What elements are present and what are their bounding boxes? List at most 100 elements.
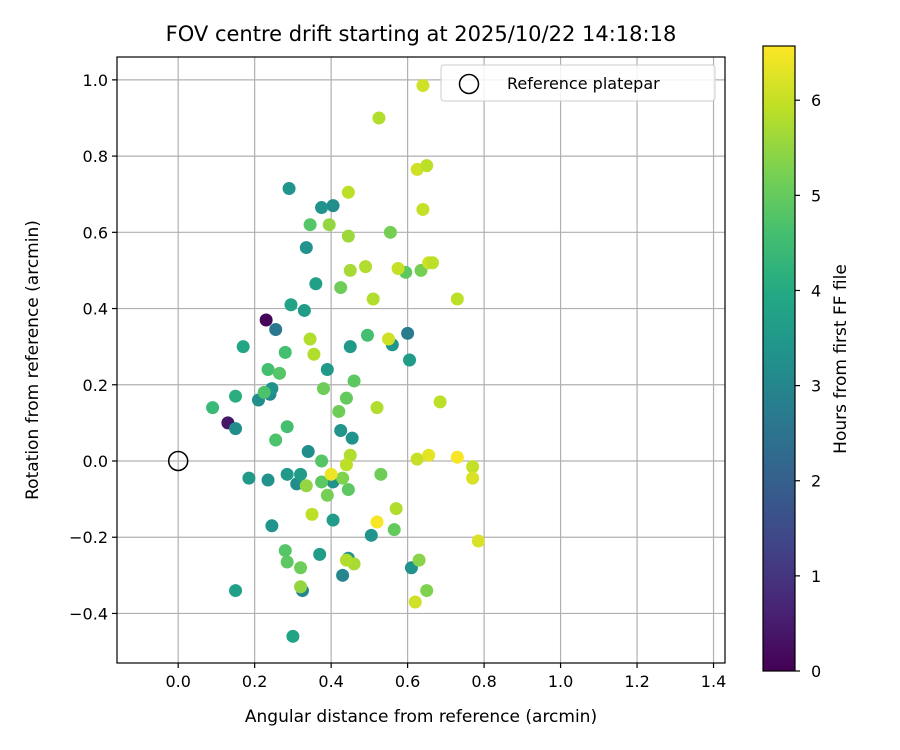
data-point <box>343 340 357 354</box>
colorbar-ticks: 0 1 2 3 4 5 6 <box>795 91 821 681</box>
data-point <box>229 584 243 598</box>
data-point <box>420 159 434 173</box>
y-tick-label: −0.4 <box>69 604 108 623</box>
data-point <box>269 433 283 447</box>
colorbar-tick-label: 2 <box>811 472 821 491</box>
data-point <box>360 328 374 342</box>
data-point <box>334 424 348 438</box>
data-point <box>420 584 434 598</box>
data-point <box>299 241 313 255</box>
x-tick-label: 0.0 <box>165 672 190 691</box>
data-point <box>278 544 292 558</box>
colorbar-tick-label: 3 <box>811 377 821 396</box>
data-point <box>273 366 287 380</box>
data-point <box>366 292 380 306</box>
colorbar-tick-label: 1 <box>811 567 821 586</box>
data-point <box>387 523 401 537</box>
colorbar-tick-label: 6 <box>811 91 821 110</box>
data-point <box>326 513 340 527</box>
legend: Reference platepar <box>440 64 716 102</box>
colorbar-tick-label: 5 <box>811 186 821 205</box>
data-point <box>282 181 296 195</box>
data-point <box>339 391 353 405</box>
data-point <box>381 332 395 346</box>
data-point <box>466 460 480 474</box>
data-point <box>336 568 350 582</box>
colorbar-gradient <box>762 45 796 672</box>
data-point <box>364 528 378 542</box>
colorbar-tick-label: 0 <box>811 662 821 681</box>
data-point <box>412 553 426 567</box>
colorbar-tick-label: 4 <box>811 281 821 300</box>
data-point <box>299 479 313 493</box>
data-point <box>416 202 430 216</box>
data-point <box>425 256 439 270</box>
data-point <box>305 507 319 521</box>
data-point <box>313 547 327 561</box>
data-point <box>341 229 355 243</box>
data-point <box>450 450 464 464</box>
data-point <box>294 467 308 481</box>
data-point <box>359 260 373 274</box>
data-point <box>401 326 415 340</box>
legend-label-reference-platepar: Reference platepar <box>507 74 660 93</box>
x-axis-label: Angular distance from reference (arcmin) <box>245 707 597 727</box>
data-point <box>341 185 355 199</box>
data-point <box>309 277 323 291</box>
y-tick-label: 0.6 <box>83 223 108 242</box>
data-point <box>403 353 417 367</box>
data-point <box>339 458 353 472</box>
y-tick-label: 0.0 <box>83 452 108 471</box>
data-point <box>372 111 386 125</box>
data-point <box>341 483 355 497</box>
data-point <box>303 332 317 346</box>
data-point <box>389 502 403 516</box>
data-point <box>347 374 361 388</box>
data-point <box>269 323 283 337</box>
y-tick-label: 0.8 <box>83 147 108 166</box>
data-point <box>315 201 329 215</box>
data-point <box>320 488 334 502</box>
scatter-points <box>206 79 485 643</box>
data-point <box>259 313 273 327</box>
data-point <box>370 401 384 415</box>
reference-marker-layer <box>167 450 189 472</box>
data-point <box>332 404 346 418</box>
data-point <box>316 382 330 396</box>
data-point <box>229 389 243 403</box>
data-point <box>315 475 329 489</box>
chart-title: FOV centre drift starting at 2025/10/22 … <box>166 22 677 46</box>
data-point <box>280 420 294 434</box>
data-point <box>284 298 298 312</box>
data-point <box>278 345 292 359</box>
x-tick-label: 1.0 <box>548 672 573 691</box>
grid <box>117 57 725 663</box>
data-point <box>450 292 464 306</box>
x-tick-label: 0.2 <box>242 672 267 691</box>
data-point <box>261 363 275 377</box>
data-point <box>257 385 271 399</box>
y-tick-label: 0.4 <box>83 300 108 319</box>
reference-platepar-marker <box>167 450 189 472</box>
data-point <box>236 340 250 354</box>
data-point <box>383 225 397 239</box>
axes: 0.0 0.2 0.4 0.6 0.8 1.0 1.2 1.4 −0.4 −0.2 0.0 0.2 0.… <box>69 56 726 691</box>
data-point <box>433 395 447 409</box>
data-point <box>322 218 336 232</box>
data-point <box>301 444 315 458</box>
data-point <box>336 471 350 485</box>
data-point <box>280 555 294 569</box>
data-point <box>343 263 357 277</box>
plot-frame <box>116 56 726 664</box>
data-point <box>294 580 308 594</box>
data-point <box>374 467 388 481</box>
data-point <box>471 534 485 548</box>
data-point <box>206 401 220 415</box>
y-tick-label: 0.2 <box>83 376 108 395</box>
data-point <box>307 347 321 361</box>
data-point <box>408 595 422 609</box>
y-axis-label: Rotation from reference (arcmin) <box>23 220 43 500</box>
colorbar-label: Hours from first FF file <box>831 264 851 454</box>
data-point <box>345 431 359 445</box>
